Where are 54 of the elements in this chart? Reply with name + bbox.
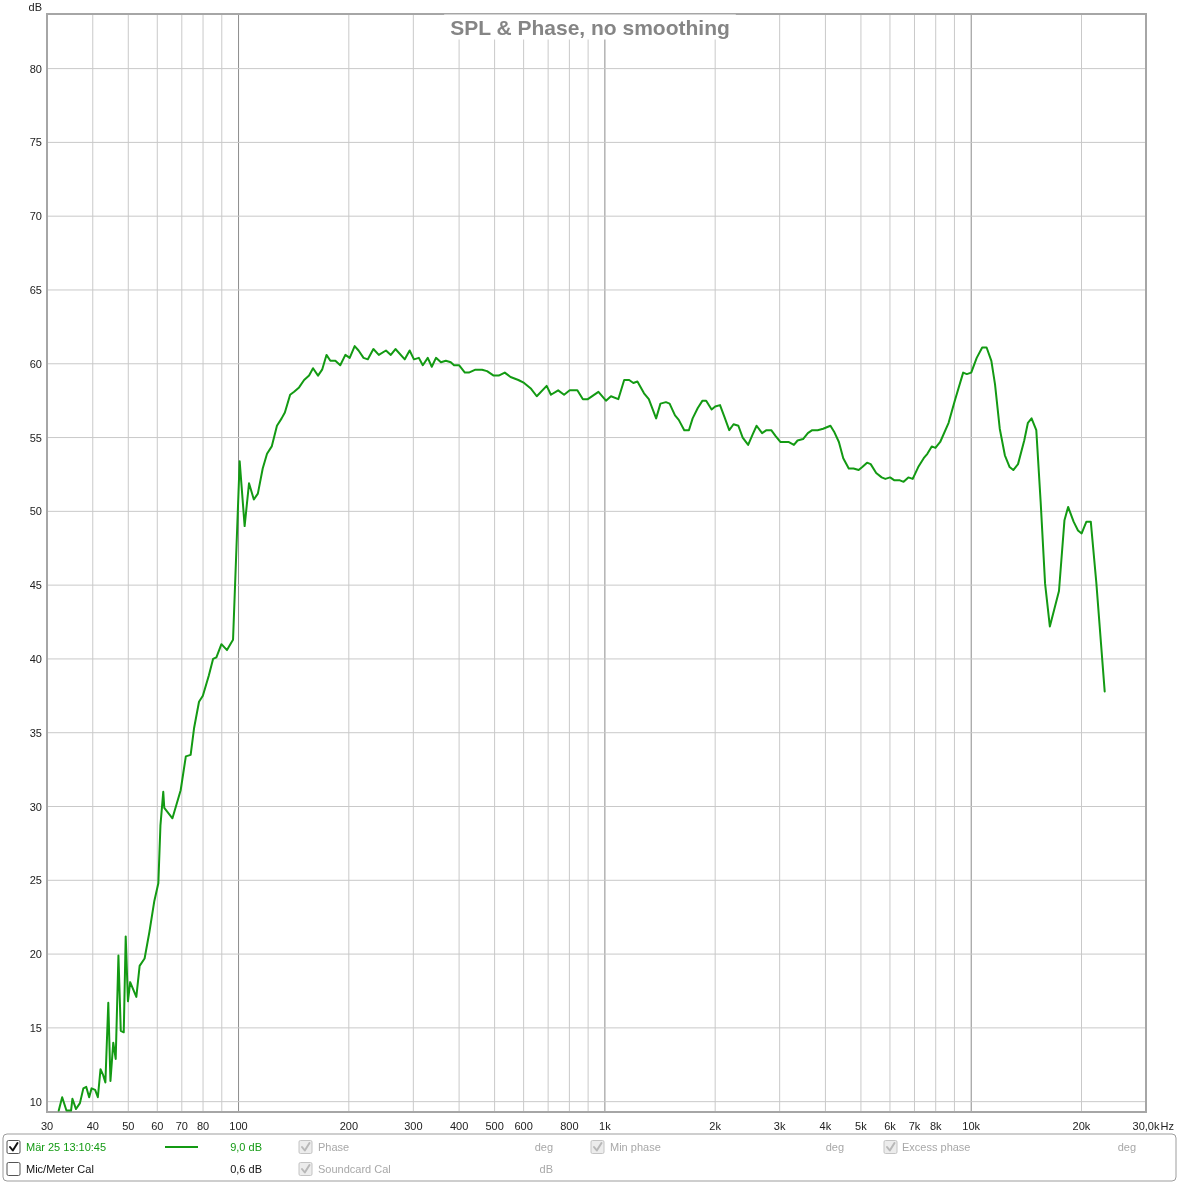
y-tick-label: 45 <box>29 579 42 592</box>
x-tick-label: 300 <box>404 1120 423 1132</box>
x-tick-label: 200 <box>339 1120 358 1132</box>
y-tick-label: 55 <box>29 431 42 444</box>
x-tick-label: 20k <box>1072 1120 1091 1132</box>
y-tick-label: 25 <box>29 874 42 887</box>
y-tick-label: 35 <box>29 726 42 739</box>
x-tick-label: 50 <box>122 1120 135 1132</box>
x-tick-label: 5k <box>855 1120 868 1132</box>
x-tick-label: 600 <box>514 1120 533 1132</box>
text: Mic/Meter Cal <box>26 1163 94 1175</box>
y-tick-label: 20 <box>29 948 42 961</box>
x-tick-label: 7k <box>908 1120 921 1132</box>
text: deg <box>825 1141 844 1153</box>
text: 9,0 dB <box>230 1141 262 1153</box>
x-tick-label: 3k <box>773 1120 786 1132</box>
x-tick-label: 400 <box>449 1120 469 1132</box>
y-axis-title: dB <box>28 1 42 13</box>
x-tick-label: 4k <box>819 1120 832 1132</box>
x-tick-label: 500 <box>485 1120 504 1132</box>
y-tick-label: 15 <box>29 1021 42 1034</box>
y-tick-label: 75 <box>29 136 42 149</box>
text: Excess phase <box>902 1141 971 1153</box>
x-tick-label: 10k <box>962 1120 981 1132</box>
y-tick-label: 60 <box>29 357 42 370</box>
x-tick-label: 8k <box>929 1120 943 1132</box>
y-tick-label: 70 <box>29 210 42 223</box>
x-tick-label: 6k <box>884 1120 897 1132</box>
text: 0,6 dB <box>230 1163 262 1175</box>
text: deg <box>534 1141 553 1153</box>
y-tick-label: 30 <box>29 800 42 813</box>
x-tick-label: 30 <box>40 1120 54 1132</box>
x-tick-label: 60 <box>151 1120 164 1132</box>
y-tick-label: 65 <box>29 283 42 296</box>
y-tick-label: 40 <box>29 652 42 665</box>
chart-title: SPL & Phase, no smoothing <box>450 15 730 39</box>
x-axis-title: Hz <box>1160 1120 1174 1132</box>
text: Soundcard Cal <box>318 1163 391 1175</box>
text: deg <box>1117 1141 1136 1153</box>
y-tick-label: 50 <box>29 505 42 518</box>
x-tick-label: 40 <box>86 1120 99 1132</box>
text: Mär 25 13:10:45 <box>26 1141 107 1153</box>
text: dB <box>539 1163 553 1175</box>
x-tick-label: 2k <box>709 1120 722 1132</box>
x-tick-label: 100 <box>229 1120 248 1132</box>
y-tick-label: 10 <box>29 1095 42 1108</box>
x-tick-label: 1k <box>599 1120 612 1132</box>
x-tick-label: 800 <box>560 1120 579 1132</box>
x-tick-label: 80 <box>196 1120 210 1132</box>
y-tick-label: 80 <box>29 62 42 75</box>
x-tick-label: 30,0k <box>1132 1120 1160 1132</box>
text: Phase <box>318 1141 350 1153</box>
text: Min phase <box>610 1141 661 1153</box>
x-tick-label: 70 <box>175 1120 188 1132</box>
